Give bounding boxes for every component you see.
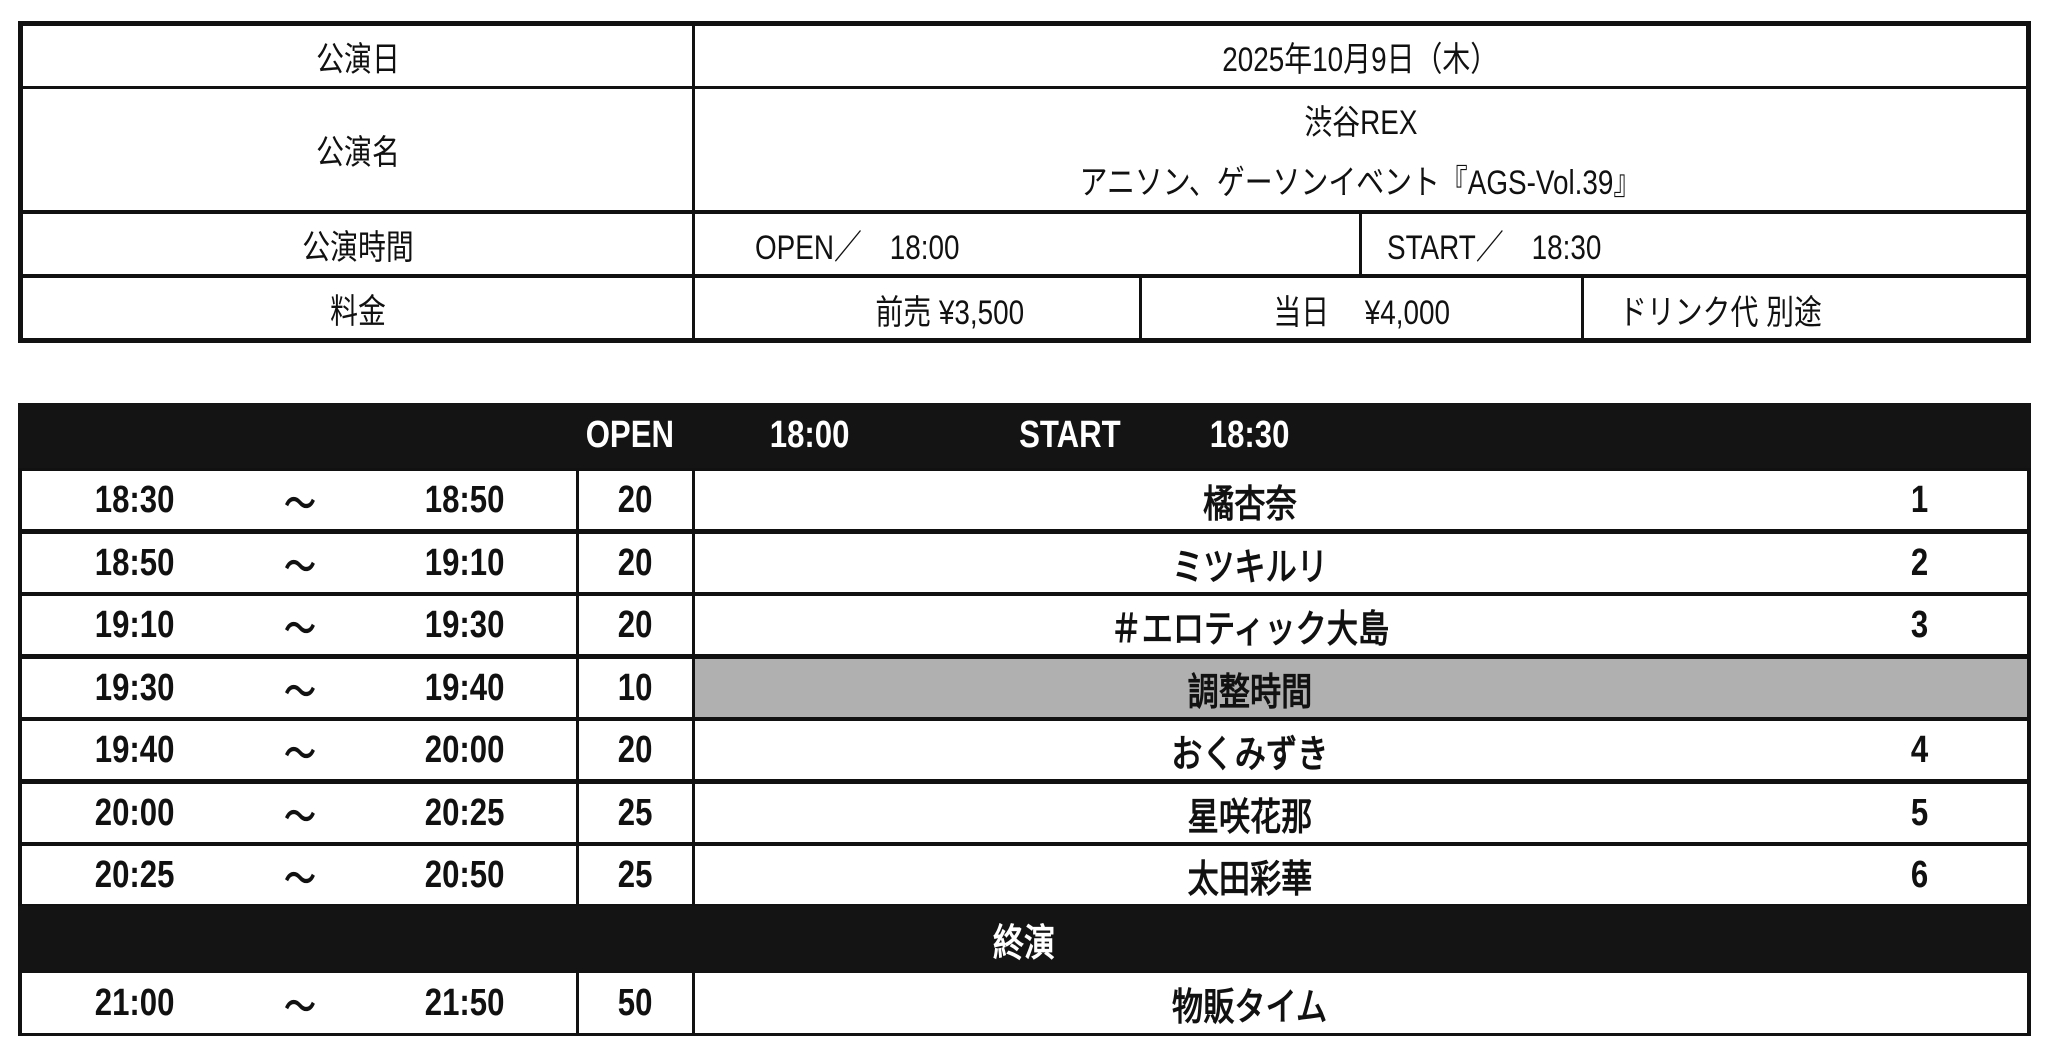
performer-name: おくみずき bbox=[1171, 733, 1329, 776]
column-divider bbox=[576, 593, 579, 657]
performance-order: 5 bbox=[1911, 791, 1929, 834]
duration-minutes: 20 bbox=[618, 603, 653, 646]
date-value: 2025年10月9日（木） bbox=[1222, 40, 1499, 79]
column-divider bbox=[692, 531, 695, 595]
performer-name: 調整時間 bbox=[1187, 671, 1313, 714]
end-of-show-label: 終演 bbox=[993, 922, 1056, 965]
duration-minutes: 25 bbox=[618, 853, 653, 896]
start-time: 18:30 bbox=[95, 478, 175, 521]
range-separator: ～ bbox=[284, 796, 316, 839]
price-label: 料金 bbox=[329, 292, 386, 331]
duration-minutes: 20 bbox=[618, 478, 653, 521]
start-time: 19:10 bbox=[95, 603, 175, 646]
performance-order: 2 bbox=[1911, 541, 1929, 584]
performance-order: 1 bbox=[1911, 478, 1929, 521]
table-row bbox=[18, 970, 2031, 1036]
column-divider bbox=[576, 970, 579, 1036]
end-of-show-bar bbox=[18, 906, 2031, 972]
advance-price: 前売 ¥3,500 bbox=[875, 293, 1025, 332]
performer-name: ＃エロティック大島 bbox=[1110, 608, 1390, 651]
open-time: OPEN／ 18:00 bbox=[755, 228, 960, 267]
performance-order: 6 bbox=[1911, 853, 1929, 896]
header-start-time: 18:30 bbox=[1210, 414, 1290, 456]
header-start-label: START bbox=[1019, 414, 1121, 456]
table-row bbox=[18, 593, 2031, 657]
performer-name: ミツキルリ bbox=[1172, 546, 1328, 589]
performer-name: 物販タイム bbox=[1172, 986, 1328, 1029]
schedule-header bbox=[18, 403, 2031, 468]
event-name: アニソン、ゲーソンイベント『AGS-Vol.39』 bbox=[1079, 164, 1642, 202]
break-highlight bbox=[695, 659, 2027, 717]
column-divider bbox=[576, 843, 579, 907]
column-divider bbox=[692, 718, 695, 782]
name-label: 公演名 bbox=[315, 134, 400, 172]
date-label: 公演日 bbox=[315, 40, 400, 79]
column-divider bbox=[692, 593, 695, 657]
table-row bbox=[18, 718, 2031, 782]
time-label: 公演時間 bbox=[301, 228, 414, 267]
range-separator: ～ bbox=[284, 671, 316, 714]
table-row bbox=[18, 843, 2031, 907]
column-divider bbox=[692, 468, 695, 532]
venue: 渋谷REX bbox=[1303, 103, 1418, 142]
performer-name: 太田彩華 bbox=[1187, 858, 1313, 901]
column-divider bbox=[692, 656, 695, 720]
range-separator: ～ bbox=[284, 733, 316, 776]
duration-minutes: 20 bbox=[618, 728, 653, 771]
start-time: 20:00 bbox=[95, 791, 175, 834]
end-time: 19:10 bbox=[425, 541, 505, 584]
range-separator: ～ bbox=[284, 986, 316, 1029]
range-separator: ～ bbox=[284, 546, 316, 589]
range-separator: ～ bbox=[284, 608, 316, 651]
start-time: 21:00 bbox=[95, 981, 175, 1024]
column-divider bbox=[576, 718, 579, 782]
duration-minutes: 20 bbox=[618, 541, 653, 584]
drink-note: ドリンク代 別途 bbox=[1619, 293, 1822, 332]
end-time: 21:50 bbox=[425, 981, 505, 1024]
table-row bbox=[18, 468, 2031, 532]
start-time: 19:40 bbox=[95, 728, 175, 771]
column-divider bbox=[692, 970, 695, 1036]
column-divider bbox=[576, 656, 579, 720]
duration-minutes: 25 bbox=[618, 791, 653, 834]
start-time: START／ 18:30 bbox=[1387, 228, 1602, 267]
door-price: 当日 ¥4,000 bbox=[1273, 293, 1451, 332]
range-separator: ～ bbox=[284, 858, 316, 901]
performance-order: 3 bbox=[1911, 603, 1929, 646]
column-divider bbox=[576, 781, 579, 845]
start-time: 18:50 bbox=[95, 541, 175, 584]
performer-name: 橘杏奈 bbox=[1203, 483, 1297, 526]
duration-minutes: 50 bbox=[618, 981, 653, 1024]
header-open-label: OPEN bbox=[585, 414, 675, 456]
performance-order: 4 bbox=[1911, 728, 1929, 771]
range-separator: ～ bbox=[284, 483, 316, 526]
end-time: 19:30 bbox=[425, 603, 505, 646]
header-open-time: 18:00 bbox=[770, 414, 850, 456]
column-divider bbox=[692, 843, 695, 907]
end-time: 18:50 bbox=[425, 478, 505, 521]
info-table-border bbox=[18, 21, 2031, 343]
duration-minutes: 10 bbox=[618, 666, 653, 709]
performance-order bbox=[1880, 656, 1960, 720]
end-time: 19:40 bbox=[425, 666, 505, 709]
column-divider bbox=[576, 468, 579, 532]
start-time: 19:30 bbox=[95, 666, 175, 709]
start-time: 20:25 bbox=[95, 853, 175, 896]
column-divider bbox=[692, 781, 695, 845]
column-divider bbox=[576, 531, 579, 595]
end-time: 20:25 bbox=[425, 791, 505, 834]
performer-name: 星咲花那 bbox=[1187, 796, 1313, 839]
end-time: 20:00 bbox=[425, 728, 505, 771]
end-time: 20:50 bbox=[425, 853, 505, 896]
